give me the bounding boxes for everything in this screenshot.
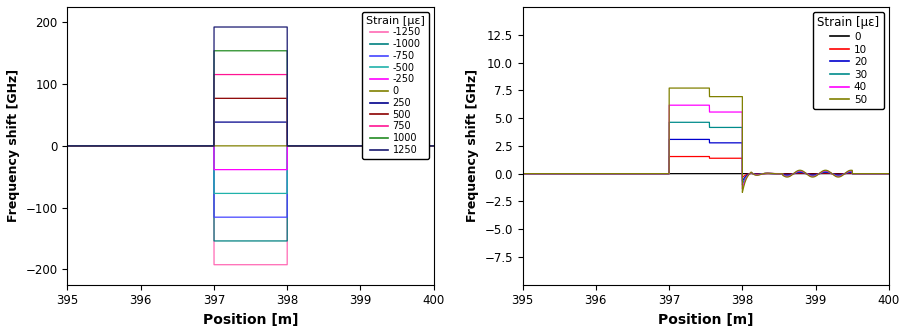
Legend: 0, 10, 20, 30, 40, 50: 0, 10, 20, 30, 40, 50 [814,12,883,109]
X-axis label: Position [m]: Position [m] [203,313,298,327]
Legend: -1250, -1000, -750, -500, -250, 0, 250, 500, 750, 1000, 1250: -1250, -1000, -750, -500, -250, 0, 250, … [362,12,429,159]
Y-axis label: Frequency shift [GHz]: Frequency shift [GHz] [465,69,479,222]
Y-axis label: Frequency shift [GHz]: Frequency shift [GHz] [7,69,20,222]
X-axis label: Position [m]: Position [m] [658,313,754,327]
